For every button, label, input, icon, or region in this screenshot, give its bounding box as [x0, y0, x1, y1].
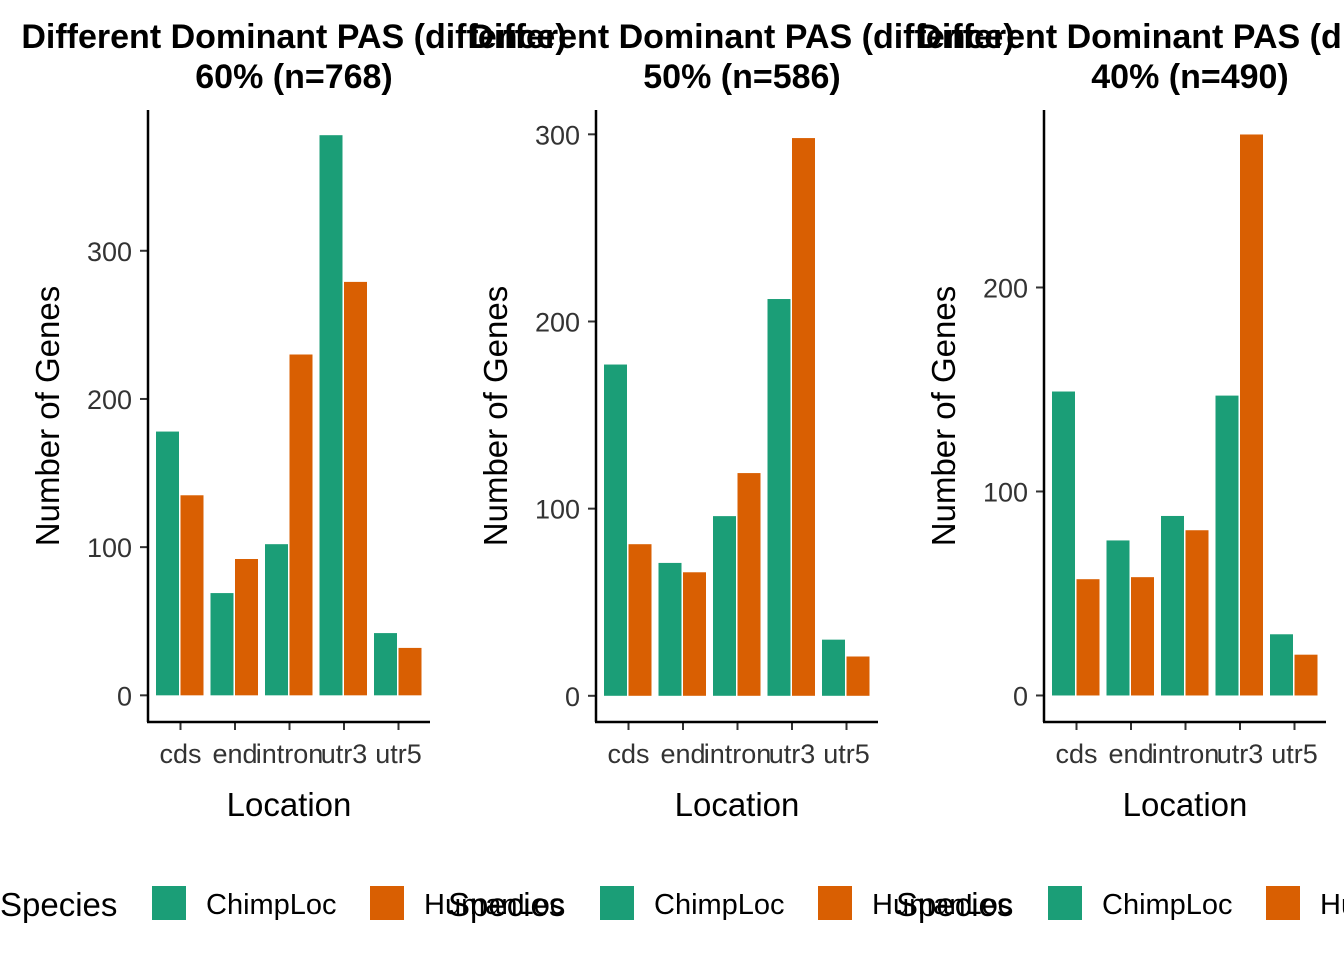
- bar-humanloc-end: [1131, 577, 1154, 696]
- x-tick-label: end: [660, 739, 705, 769]
- x-tick-label: utr5: [375, 739, 422, 769]
- legend-swatch-humanloc: [370, 886, 404, 920]
- x-tick-label: utr5: [1271, 739, 1318, 769]
- legend-swatch-humanloc: [818, 886, 852, 920]
- legend-label-chimploc: ChimpLoc: [1102, 889, 1233, 921]
- chart-title-line2: 60% (n=768): [195, 58, 393, 96]
- legend-label-humanloc: HumanLoc: [424, 889, 564, 921]
- y-tick-label: 200: [87, 385, 132, 415]
- x-tick-label: utr3: [1217, 739, 1264, 769]
- legend-label-humanloc: HumanLoc: [1320, 889, 1344, 921]
- y-axis-title: Number of Genes: [477, 286, 514, 546]
- x-axis-title: Location: [1123, 786, 1248, 823]
- bar-chimploc-cds: [156, 431, 179, 696]
- x-tick-label: end: [212, 739, 257, 769]
- x-tick-label: cds: [1055, 739, 1097, 769]
- legend-swatch-chimploc: [600, 886, 634, 920]
- chart-title-line1: Different Dominant PAS (diffence): [917, 18, 1344, 56]
- bar-humanloc-utr3: [1240, 134, 1263, 696]
- bar-humanloc-utr5: [398, 647, 422, 696]
- legend-label-chimploc: ChimpLoc: [654, 889, 785, 921]
- bar-chimploc-end: [1106, 540, 1130, 696]
- chart-title-line2: 50% (n=586): [643, 58, 841, 96]
- x-tick-label: intron: [1152, 739, 1220, 769]
- legend-title: Species: [448, 886, 565, 923]
- x-axis-title: Location: [675, 786, 800, 823]
- bar-humanloc-utr3: [792, 138, 815, 696]
- bar-chimploc-end: [658, 562, 682, 696]
- bar-chimploc-end: [210, 593, 234, 696]
- bar-chimploc-cds: [1052, 391, 1075, 696]
- bar-humanloc-cds: [1076, 579, 1100, 696]
- bar-humanloc-cds: [180, 495, 204, 696]
- chart-panel-2: Different Dominant PAS (diffence)50% (n=…: [448, 18, 1015, 923]
- x-tick-label: cds: [607, 739, 649, 769]
- legend: Species ChimpLoc HumanLoc: [896, 886, 1344, 923]
- bar-humanloc-intron: [1185, 530, 1209, 696]
- x-tick-label: utr3: [321, 739, 368, 769]
- bar-chimploc-utr5: [822, 639, 845, 696]
- legend-title: Species: [896, 886, 1013, 923]
- legend-label-chimploc: ChimpLoc: [206, 889, 337, 921]
- bar-chimploc-cds: [604, 364, 627, 696]
- chart-panel-3: Different Dominant PAS (diffence)40% (n=…: [896, 18, 1344, 923]
- y-tick-label: 100: [535, 495, 580, 525]
- legend-title: Species: [0, 886, 117, 923]
- y-tick-label: 200: [983, 273, 1028, 303]
- bar-chimploc-intron: [265, 544, 288, 696]
- bar-chimploc-utr5: [1270, 634, 1293, 696]
- bar-chimploc-intron: [1161, 515, 1184, 696]
- chart-title-line1: Different Dominant PAS (diffence): [21, 18, 566, 56]
- legend: Species ChimpLoc HumanLoc: [0, 886, 564, 923]
- y-tick-label: 0: [565, 682, 580, 712]
- bar-chimploc-utr3: [1215, 395, 1239, 696]
- bar-chimploc-intron: [713, 516, 736, 696]
- y-tick-label: 0: [1013, 681, 1028, 711]
- bar-chimploc-utr3: [319, 135, 343, 696]
- x-tick-label: utr5: [823, 739, 870, 769]
- y-tick-label: 100: [983, 477, 1028, 507]
- chart-panel-1: Different Dominant PAS (diffence)60% (n=…: [0, 18, 567, 923]
- y-tick-label: 100: [87, 533, 132, 563]
- y-axis-title: Number of Genes: [29, 286, 66, 546]
- bar-chimploc-utr3: [767, 299, 791, 696]
- x-tick-label: intron: [704, 739, 772, 769]
- legend-swatch-chimploc: [1048, 886, 1082, 920]
- legend: Species ChimpLoc HumanLoc: [448, 886, 1012, 923]
- y-tick-label: 0: [117, 681, 132, 711]
- x-tick-label: utr3: [769, 739, 816, 769]
- chart-title-line1: Different Dominant PAS (diffence): [469, 18, 1014, 56]
- bar-humanloc-end: [235, 558, 258, 696]
- legend-swatch-chimploc: [152, 886, 186, 920]
- legend-label-humanloc: HumanLoc: [872, 889, 1012, 921]
- chart-title-line2: 40% (n=490): [1091, 58, 1289, 96]
- bar-humanloc-utr5: [1294, 654, 1318, 696]
- bar-humanloc-utr5: [846, 656, 870, 696]
- y-tick-label: 200: [535, 307, 580, 337]
- bar-humanloc-intron: [737, 473, 761, 696]
- y-axis-title: Number of Genes: [925, 286, 962, 546]
- bar-chimploc-utr5: [374, 633, 397, 696]
- x-axis-title: Location: [227, 786, 352, 823]
- bar-humanloc-utr3: [344, 281, 367, 696]
- bar-humanloc-end: [683, 572, 706, 696]
- bar-humanloc-intron: [289, 354, 313, 696]
- x-tick-label: intron: [256, 739, 324, 769]
- y-tick-label: 300: [87, 237, 132, 267]
- bar-humanloc-cds: [628, 544, 652, 696]
- x-tick-label: cds: [159, 739, 201, 769]
- y-tick-label: 300: [535, 120, 580, 150]
- legend-swatch-humanloc: [1266, 886, 1300, 920]
- x-tick-label: end: [1108, 739, 1153, 769]
